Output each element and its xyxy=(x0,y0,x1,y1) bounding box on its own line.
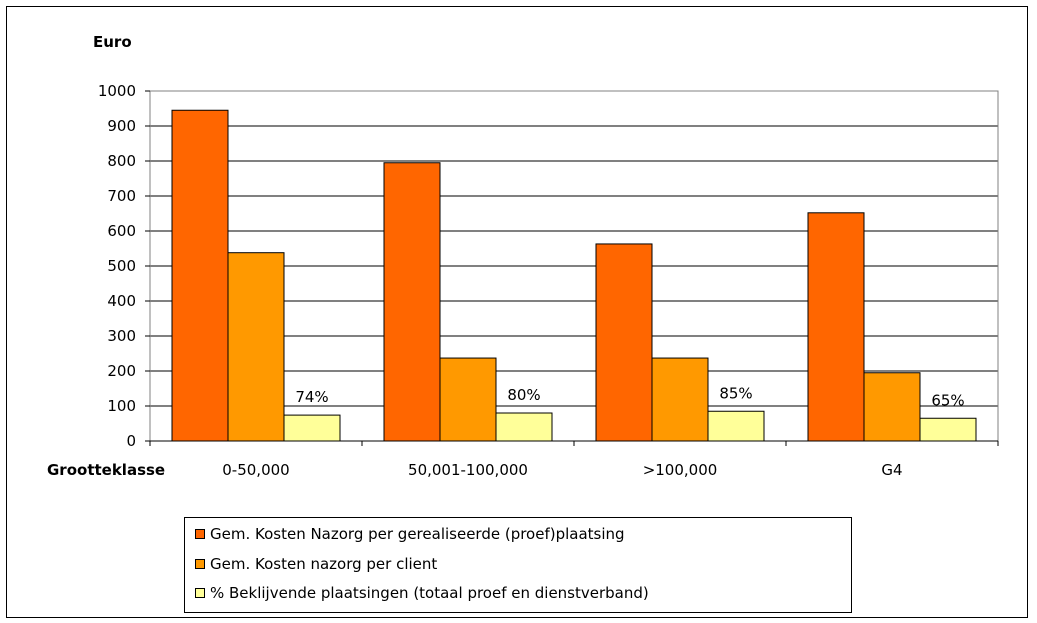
y-tick-label: 200 xyxy=(107,362,136,380)
x-tick-label: 0-50,000 xyxy=(222,461,289,479)
legend-label-series-1: Gem. Kosten Nazorg per gerealiseerde (pr… xyxy=(210,525,625,543)
data-label: 80% xyxy=(507,386,540,404)
y-tick-label: 100 xyxy=(107,397,136,415)
bar-series-2 xyxy=(651,357,709,442)
bar-series-1 xyxy=(807,212,865,442)
bar-series-3 xyxy=(707,410,765,442)
chart-canvas: 0 100 200 300 400 500 600 700 800 900 1000 Euro Groo… xyxy=(47,33,999,479)
bar-series-2 xyxy=(863,372,921,442)
bar-series-3 xyxy=(495,412,553,442)
data-label: 85% xyxy=(719,384,752,402)
legend-swatch-series-2 xyxy=(195,559,205,569)
legend-item: Gem. Kosten Nazorg per gerealiseerde (pr… xyxy=(195,524,625,544)
bar-series-1 xyxy=(171,109,229,442)
y-axis-title: Euro xyxy=(93,33,132,51)
y-tick-label: 300 xyxy=(107,327,136,345)
y-tick-label: 500 xyxy=(107,257,136,275)
bar-series-3 xyxy=(919,417,977,442)
y-tick-label: 800 xyxy=(107,152,136,170)
y-tick-label: 900 xyxy=(107,117,136,135)
legend-item: % Beklijvende plaatsingen (totaal proef … xyxy=(195,583,649,603)
bar-series-3 xyxy=(283,414,341,442)
bar-series-1 xyxy=(595,243,653,442)
x-tick-label: G4 xyxy=(881,461,902,479)
bar-series-2 xyxy=(227,252,285,442)
data-label: 74% xyxy=(295,388,328,406)
legend-swatch-series-3 xyxy=(195,588,205,598)
data-label: 65% xyxy=(931,391,964,409)
bar-series-2 xyxy=(439,357,497,442)
y-tick-label: 0 xyxy=(126,432,136,450)
legend-item: Gem. Kosten nazorg per client xyxy=(195,554,437,574)
legend-label-series-3: % Beklijvende plaatsingen (totaal proef … xyxy=(210,584,649,602)
x-tick-label: >100,000 xyxy=(643,461,718,479)
legend-label-series-2: Gem. Kosten nazorg per client xyxy=(210,555,438,573)
bar-series-1 xyxy=(383,162,441,442)
x-tick-label: 50,001-100,000 xyxy=(408,461,528,479)
chart-frame: 0 100 200 300 400 500 600 700 800 900 1000 Euro Groo… xyxy=(6,6,1028,618)
legend-swatch-series-1 xyxy=(195,529,205,539)
y-tick-label: 1000 xyxy=(98,82,136,100)
y-tick-label: 600 xyxy=(107,222,136,240)
x-axis-title: Grootteklasse xyxy=(47,461,165,479)
legend: Gem. Kosten Nazorg per gerealiseerde (pr… xyxy=(184,517,852,613)
y-tick-label: 700 xyxy=(107,187,136,205)
y-tick-label: 400 xyxy=(107,292,136,310)
